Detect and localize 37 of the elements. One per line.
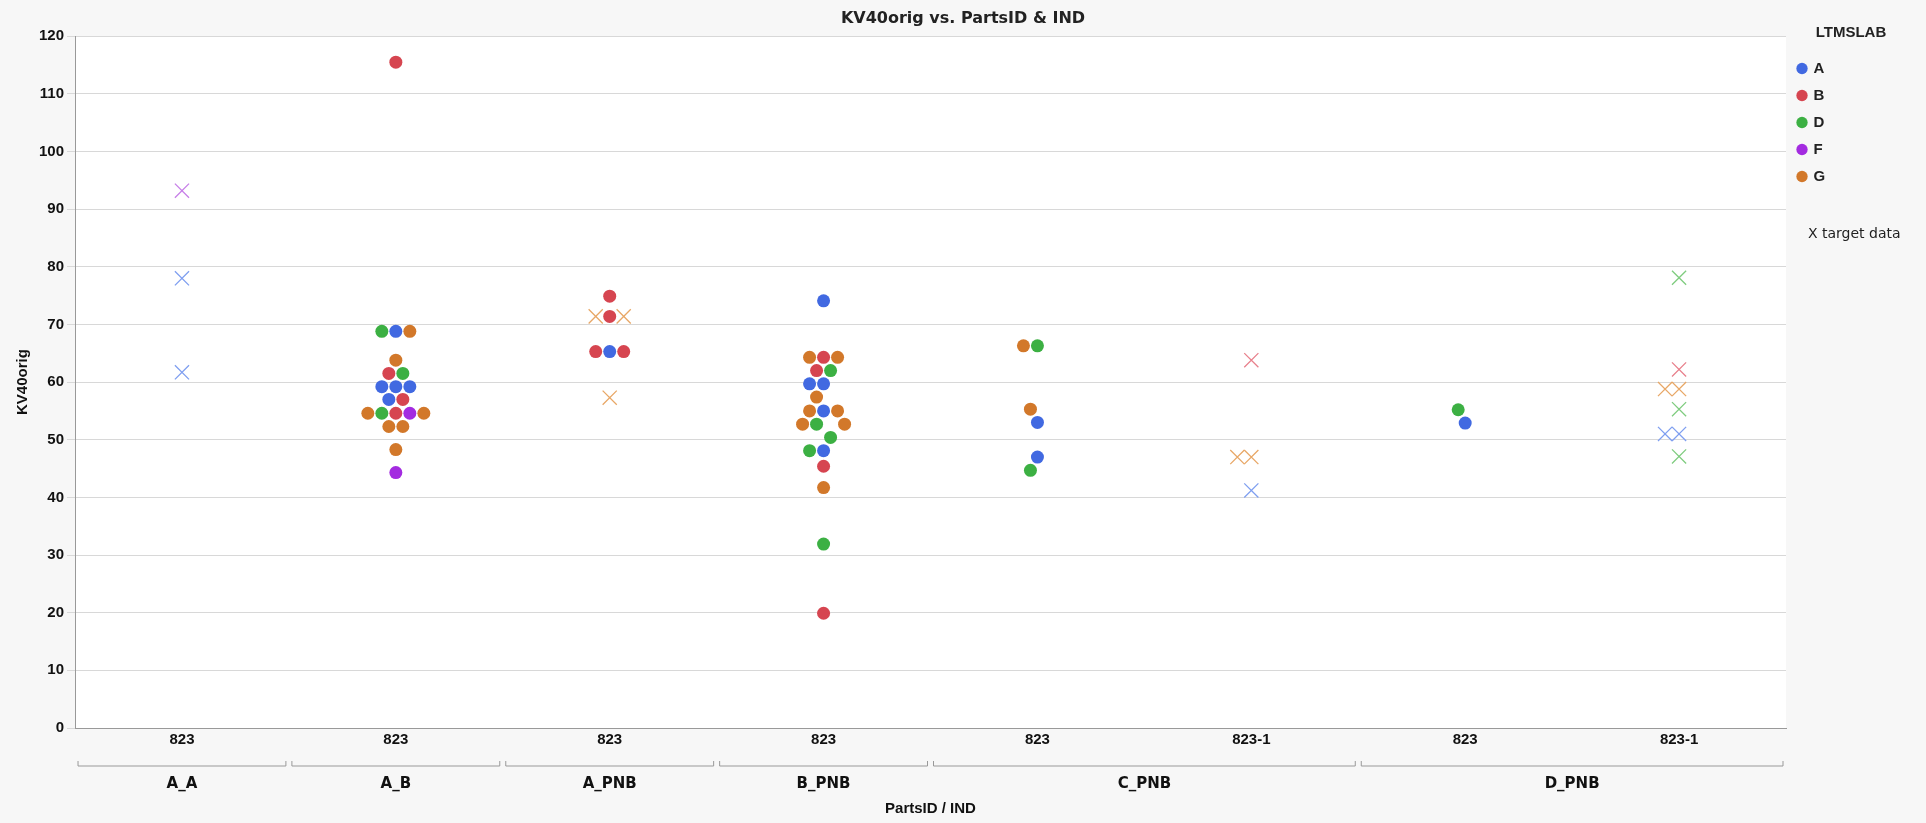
chart-title: KV40orig vs. PartsID & IND: [840, 7, 1086, 27]
x-tick-label: 823: [597, 730, 623, 748]
legend-label: D: [1813, 112, 1825, 130]
y-tick-label: 0: [55, 718, 65, 736]
text: C_PNB: [1117, 773, 1172, 792]
legend-label: G: [1813, 166, 1826, 184]
x-tick-label: 823: [1024, 730, 1050, 748]
y-tick-label: 20: [47, 602, 65, 620]
y-tick-label: 60: [47, 372, 65, 390]
text: B_PNB: [796, 773, 851, 792]
y-tick-label: 80: [47, 256, 65, 274]
legend-label: A: [1813, 58, 1825, 76]
text: A_B: [380, 773, 412, 792]
y-tick-label: 90: [47, 199, 65, 217]
x-axis-title: PartsID / IND: [885, 799, 977, 817]
x-tick-label: 823: [383, 730, 409, 748]
x-tick-label: 823-1: [1232, 730, 1271, 748]
legend-label: B: [1813, 85, 1825, 103]
y-tick-label: 120: [39, 26, 65, 44]
legend-title: LTMSLAB: [1815, 22, 1887, 40]
text: A_PNB: [582, 773, 637, 792]
text: X target data: [1808, 225, 1901, 241]
y-tick-label: 50: [47, 429, 65, 447]
legend-label: F: [1813, 139, 1823, 157]
y-tick-label: 110: [39, 83, 65, 101]
text: A_A: [166, 773, 198, 792]
y-tick-label: 100: [39, 141, 65, 159]
y-axis-title: KV40orig: [13, 349, 31, 416]
x-tick-label: 823: [1452, 730, 1478, 748]
y-tick-label: 40: [47, 487, 65, 505]
y-tick-label: 10: [47, 660, 65, 678]
y-tick-label: 30: [47, 545, 65, 563]
x-tick-label: 823: [811, 730, 837, 748]
x-tick-label: 823-1: [1659, 730, 1699, 748]
x-tick-label: 823: [169, 730, 195, 748]
text: D_PNB: [1544, 773, 1600, 792]
y-tick-label: 70: [47, 314, 65, 332]
